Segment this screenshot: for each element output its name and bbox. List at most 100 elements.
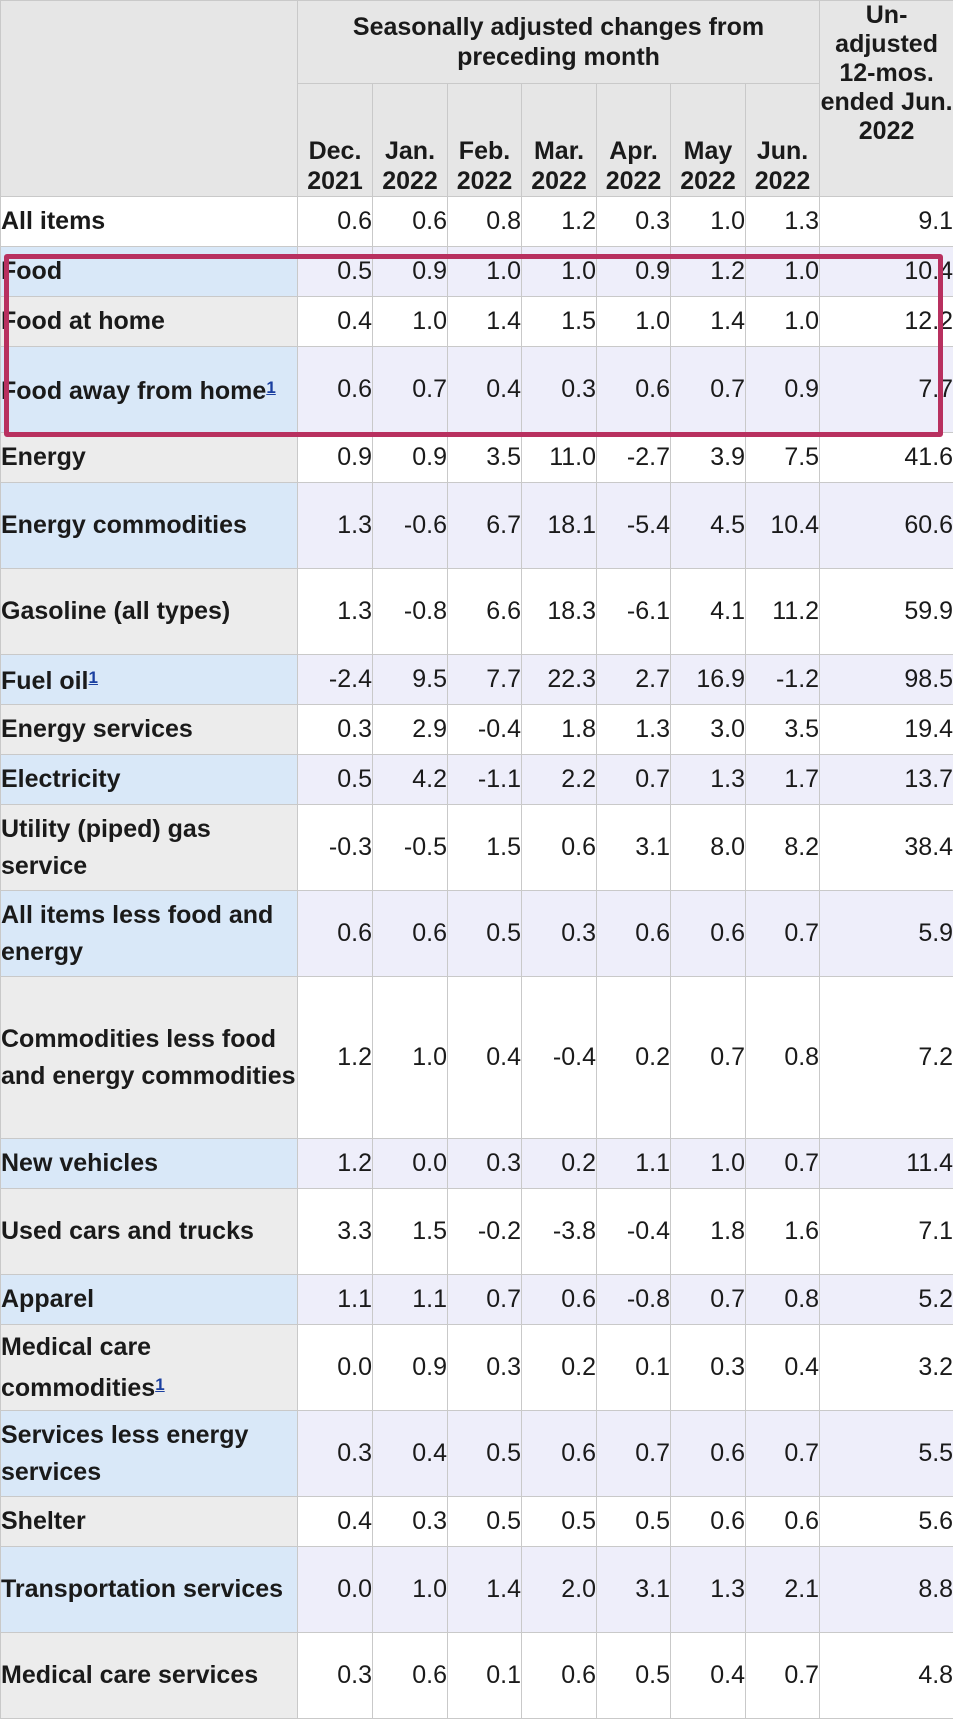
table-row: Utility (piped) gas service -0.3 -0.5 1.5 0.… bbox=[0, 804, 953, 891]
table-row: Apparel 1.1 1.1 0.7 0.6 -0.8 0.7 0.8 5.2 bbox=[0, 1274, 953, 1325]
monthly-change-cell: -0.6 bbox=[372, 482, 448, 569]
monthly-change-cell: -0.8 bbox=[372, 568, 448, 655]
monthly-change-cell: 1.0 bbox=[372, 976, 448, 1139]
unadjusted-12mo-cell: 13.7 bbox=[819, 754, 953, 805]
monthly-change-cell: 0.9 bbox=[297, 432, 373, 483]
monthly-change-cell: -0.4 bbox=[596, 1188, 671, 1275]
table-row: Energy services 0.3 2.9 -0.4 1.8 1.3 3.0 3.5 19.… bbox=[0, 704, 953, 755]
unadjusted-12mo-cell: 9.1 bbox=[819, 196, 953, 247]
row-label: All items bbox=[0, 196, 298, 247]
footnote-link[interactable]: 1 bbox=[155, 1374, 165, 1394]
unadjusted-12mo-cell: 38.4 bbox=[819, 804, 953, 891]
unadjusted-12mo-cell: 10.4 bbox=[819, 246, 953, 297]
monthly-change-cell: 2.7 bbox=[596, 654, 671, 705]
table-row: Food 0.5 0.9 1.0 1.0 0.9 1.2 1.0 10.4 bbox=[0, 246, 953, 297]
monthly-change-cell: 1.1 bbox=[297, 1274, 373, 1325]
monthly-change-cell: 0.3 bbox=[297, 1410, 373, 1497]
footnote-link[interactable]: 1 bbox=[266, 378, 276, 397]
monthly-change-cell: 0.4 bbox=[670, 1632, 746, 1719]
table-row: Transportation services 0.0 1.0 1.4 2.0 3.1 1.… bbox=[0, 1546, 953, 1633]
row-label: Electricity bbox=[0, 754, 298, 805]
row-label-text: Fuel oil bbox=[1, 667, 89, 695]
row-label: Medical care services bbox=[0, 1632, 298, 1719]
monthly-change-cell: 0.7 bbox=[744, 1632, 821, 1719]
row-label-text: Medical care commodities bbox=[1, 1332, 156, 1402]
monthly-change-cell: 1.2 bbox=[670, 246, 746, 297]
unadjusted-12mo-cell: 8.8 bbox=[819, 1546, 953, 1633]
monthly-change-cell: 1.0 bbox=[670, 196, 746, 247]
row-label-text: Food bbox=[1, 257, 63, 285]
monthly-change-cell: 0.6 bbox=[297, 196, 373, 247]
monthly-change-cell: 0.4 bbox=[447, 346, 522, 433]
monthly-change-cell: 1.4 bbox=[447, 1546, 522, 1633]
unadjusted-12mo-cell: 7.7 bbox=[819, 346, 953, 433]
monthly-change-cell: 0.3 bbox=[447, 1324, 522, 1411]
monthly-change-cell: 3.0 bbox=[670, 704, 746, 755]
footnote-link[interactable]: 1 bbox=[88, 668, 98, 687]
monthly-change-cell: 0.3 bbox=[372, 1496, 448, 1547]
monthly-change-cell: -0.3 bbox=[297, 804, 373, 891]
row-label-text: Energy services bbox=[1, 715, 193, 743]
monthly-change-cell: 22.3 bbox=[521, 654, 597, 705]
monthly-change-cell: 2.0 bbox=[521, 1546, 597, 1633]
row-label-text: All items less food and energy bbox=[1, 900, 274, 966]
row-label-text: Utility (piped) gas service bbox=[1, 814, 211, 880]
monthly-change-cell: 0.7 bbox=[447, 1274, 522, 1325]
monthly-change-cell: 1.4 bbox=[670, 296, 746, 347]
row-label-text: Commodities less food and energy commodi… bbox=[1, 1024, 296, 1090]
monthly-change-cell: 11.2 bbox=[744, 568, 821, 655]
row-label-text: Apparel bbox=[1, 1285, 95, 1313]
table-row: Energy 0.9 0.9 3.5 11.0 -2.7 3.9 7.5 41.6 bbox=[0, 432, 953, 483]
row-label-text: All items bbox=[1, 207, 106, 235]
unadjusted-12mo-cell: 59.9 bbox=[819, 568, 953, 655]
monthly-change-cell: 6.7 bbox=[447, 482, 522, 569]
monthly-change-cell: -1.2 bbox=[744, 654, 821, 705]
monthly-change-cell: 0.5 bbox=[447, 1410, 522, 1497]
monthly-change-cell: 0.6 bbox=[372, 196, 448, 247]
table-row: All items less food and energy 0.6 0.6 0.5 0… bbox=[0, 890, 953, 977]
row-label: Medical care commodities1 bbox=[0, 1324, 298, 1411]
monthly-change-cell: 0.6 bbox=[372, 890, 448, 977]
monthly-change-cell: 18.1 bbox=[521, 482, 597, 569]
monthly-change-cell: 1.3 bbox=[744, 196, 821, 247]
monthly-change-cell: -0.4 bbox=[447, 704, 522, 755]
monthly-change-cell: 1.0 bbox=[744, 296, 821, 347]
table-row: Energy commodities 1.3 -0.6 6.7 18.1 -5.4 4.5 1… bbox=[0, 482, 953, 569]
table-row: Medical care commodities1 0.0 0.9 0.3 0.2 0.1… bbox=[0, 1324, 953, 1411]
unadjusted-12mo-cell: 7.1 bbox=[819, 1188, 953, 1275]
monthly-change-cell: 0.6 bbox=[521, 1274, 597, 1325]
row-label-text: New vehicles bbox=[1, 1149, 159, 1177]
unadjusted-12mo-cell: 5.2 bbox=[819, 1274, 953, 1325]
month-header: May 2022 bbox=[670, 83, 746, 197]
monthly-change-cell: 4.2 bbox=[372, 754, 448, 805]
unadjusted-12mo-cell: 19.4 bbox=[819, 704, 953, 755]
table-row: Food away from home1 0.6 0.7 0.4 0.3 0.6 0.7 0.… bbox=[0, 346, 953, 433]
monthly-change-cell: 6.6 bbox=[447, 568, 522, 655]
monthly-change-cell: 7.5 bbox=[744, 432, 821, 483]
monthly-change-cell: 1.8 bbox=[670, 1188, 746, 1275]
row-label-text: Food away from home bbox=[1, 377, 267, 405]
monthly-change-cell: 0.0 bbox=[297, 1324, 373, 1411]
unadjusted-12mo-cell: 5.6 bbox=[819, 1496, 953, 1547]
table-row: Fuel oil1 -2.4 9.5 7.7 22.3 2.7 16.9 -1.2 98.5 bbox=[0, 654, 953, 705]
unadjusted-12mo-cell: 60.6 bbox=[819, 482, 953, 569]
row-label-text: Shelter bbox=[1, 1507, 86, 1535]
monthly-change-cell: 0.6 bbox=[670, 890, 746, 977]
monthly-change-cell: 0.1 bbox=[596, 1324, 671, 1411]
row-label: Gasoline (all types) bbox=[0, 568, 298, 655]
table-row: New vehicles 1.2 0.0 0.3 0.2 1.1 1.0 0.7 11.4 bbox=[0, 1138, 953, 1189]
monthly-change-cell: 0.7 bbox=[670, 1274, 746, 1325]
monthly-change-cell: 0.7 bbox=[744, 1410, 821, 1497]
table-row: Food at home 0.4 1.0 1.4 1.5 1.0 1.4 1.0 12.2 bbox=[0, 296, 953, 347]
monthly-change-cell: 1.2 bbox=[297, 1138, 373, 1189]
table-header: Seasonally adjusted changes from precedi… bbox=[0, 0, 953, 197]
monthly-change-cell: 0.5 bbox=[521, 1496, 597, 1547]
row-label: Services less energy services bbox=[0, 1410, 298, 1497]
monthly-change-cell: 0.8 bbox=[744, 1274, 821, 1325]
monthly-change-cell: 0.3 bbox=[670, 1324, 746, 1411]
monthly-change-cell: -5.4 bbox=[596, 482, 671, 569]
monthly-change-cell: 0.0 bbox=[372, 1138, 448, 1189]
monthly-change-cell: 0.8 bbox=[447, 196, 522, 247]
monthly-change-cell: 0.8 bbox=[744, 976, 821, 1139]
monthly-change-cell: 0.9 bbox=[744, 346, 821, 433]
